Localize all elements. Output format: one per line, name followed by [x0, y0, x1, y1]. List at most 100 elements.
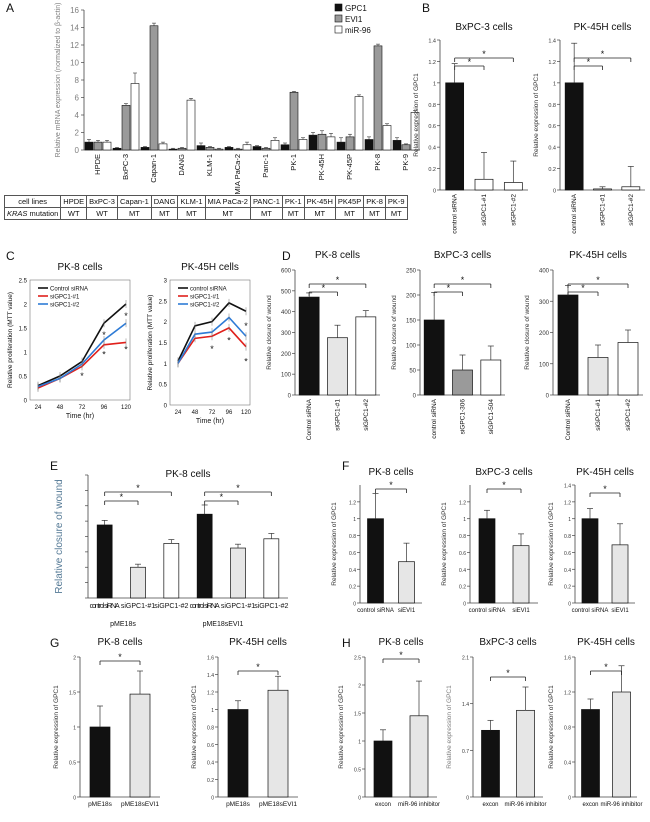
- bar: [452, 369, 473, 396]
- y-tick-label: 0.6: [207, 743, 214, 749]
- table-cell-line: PANC-1: [249, 195, 283, 208]
- y-tick-label: 0.5: [354, 768, 361, 774]
- bar: [230, 547, 246, 599]
- category-label: siGPC1-#2: [625, 399, 632, 431]
- y-tick-label: 1: [24, 351, 28, 357]
- x-axis-label: Time (hr): [196, 418, 224, 425]
- bar: [186, 99, 196, 151]
- y-tick-label: 0: [568, 602, 571, 608]
- y-tick-label: 12: [70, 41, 79, 50]
- category-label: control siRNA: [190, 603, 220, 610]
- category-label: siGPC1-306: [460, 399, 467, 435]
- significance-star: *: [468, 57, 472, 67]
- category-label: control siRNA: [572, 608, 609, 614]
- y-tick-label: 0.2: [564, 585, 571, 591]
- chart-F1: 0 0.2 0.4 0.6 0.8 1 1.2 Relative expression of …: [331, 467, 422, 614]
- bar: [503, 182, 523, 191]
- y-tick-label: 0.8: [564, 534, 571, 540]
- significance-star: *: [601, 49, 605, 59]
- y-tick-label: 0.4: [548, 146, 556, 152]
- table-mutation-status: WT: [86, 207, 118, 220]
- category-label: siGPC1-#2: [363, 399, 370, 431]
- significance-star: *: [399, 650, 403, 660]
- y-tick-label: 14: [70, 24, 79, 33]
- table-cell-line: KLM-1: [177, 195, 206, 208]
- chart-D1: 0 100 200 300 400 500 600 Relative closure of w…: [266, 250, 380, 440]
- bar: [224, 147, 234, 151]
- table-mutation-status: MT: [116, 207, 152, 220]
- category-label: PK-45H: [317, 154, 326, 180]
- y-tick-label: 1: [433, 81, 436, 87]
- significance-star: *: [244, 356, 248, 366]
- y-tick-label: 0: [358, 796, 361, 802]
- chart-B1: 0 0.2 0.4 0.6 0.8 1 1.2 1.4 Relative expression …: [413, 22, 528, 234]
- bar: [373, 740, 393, 798]
- chart-F2: 0 0.2 0.4 0.6 0.8 1 1.2 Relative expression of …: [441, 467, 538, 614]
- table-cell-line: PK45P: [334, 195, 365, 208]
- category-label: siGPC1-#1: [221, 603, 255, 610]
- y-tick-label: 0: [164, 404, 168, 410]
- significance-star: *: [447, 283, 451, 293]
- y-tick-label: 1.2: [548, 60, 556, 66]
- y-tick-label: 400: [539, 269, 550, 275]
- y-tick-label: 2: [75, 129, 80, 138]
- bar: [512, 545, 530, 604]
- category-label: control siRNA: [431, 398, 438, 438]
- y-tick-label: 2.5: [19, 279, 28, 285]
- bar: [233, 148, 243, 151]
- bar: [205, 147, 215, 151]
- bar: [345, 136, 355, 151]
- bar: [289, 91, 299, 151]
- x-tick-label: 48: [192, 410, 199, 416]
- y-axis-label: Relative proliferation (MTT value): [7, 292, 14, 388]
- legend-label: siGPC1-#2: [190, 303, 220, 309]
- table-cell-line: DANG: [150, 195, 179, 208]
- chart-title: PK-8 cells: [378, 637, 423, 648]
- bar: [327, 337, 348, 396]
- significance-star: *: [506, 668, 510, 678]
- y-tick-label: 0: [433, 189, 436, 195]
- bar: [227, 709, 249, 798]
- chart-E: 0100200300400500600700800Relative closur…: [54, 469, 289, 628]
- y-tick-label: 2.5: [354, 656, 361, 662]
- y-tick-label: 0: [24, 399, 28, 405]
- y-tick-label: 1.5: [159, 341, 168, 347]
- y-axis-label: Relative expression of GPC1: [331, 502, 338, 586]
- significance-star: *: [236, 483, 240, 493]
- category-label: siGPC1-#1: [335, 399, 342, 431]
- bar: [298, 296, 320, 396]
- y-tick-label: 400: [281, 310, 292, 316]
- y-axis-label: Relative closure of wound: [391, 295, 398, 370]
- bar: [267, 689, 289, 798]
- bar: [270, 140, 280, 151]
- panel-letter-C: C: [6, 249, 15, 263]
- kras-mutation-table: cell lines HPDE BxPC-3 Capan-1 DANG KLM-1 MIA…: [3, 195, 408, 220]
- table-cell-line: PK-8: [363, 195, 386, 208]
- y-tick-label: 0.4: [564, 761, 571, 767]
- y-tick-label: 0.2: [349, 585, 356, 591]
- y-tick-label: 0.8: [428, 103, 436, 109]
- chart-title: PK-45H cells: [576, 467, 634, 478]
- category-label: siEVI1: [398, 608, 416, 614]
- y-tick-label: 0.7: [462, 749, 469, 755]
- bar: [617, 342, 639, 396]
- bar: [130, 566, 146, 599]
- bar: [373, 45, 383, 151]
- chart-title: BxPC-3 cells: [455, 22, 512, 33]
- chart-title: BxPC-3 cells: [479, 637, 536, 648]
- bar: [445, 82, 465, 191]
- significance-star: *: [322, 283, 326, 293]
- bar: [84, 141, 94, 151]
- significance-star: *: [210, 344, 214, 354]
- bar: [564, 82, 584, 191]
- category-label: excon: [375, 802, 391, 808]
- bar: [280, 144, 290, 151]
- chart-G1: 0 0.5 1 1.5 2 Relative expression of GPC1 PK-8…: [53, 637, 160, 808]
- cell-lines-row: cell lines HPDE BxPC-3 Capan-1 DANG KLM-1 MIA…: [3, 195, 408, 208]
- category-label: control siRNA: [571, 193, 578, 233]
- panel-letter-G: G: [50, 636, 59, 650]
- y-axis-label: Relative expression of GPC1: [413, 73, 420, 157]
- y-axis-label: Relative closure of wound: [54, 479, 65, 594]
- bar: [364, 139, 374, 151]
- significance-star: *: [244, 321, 248, 331]
